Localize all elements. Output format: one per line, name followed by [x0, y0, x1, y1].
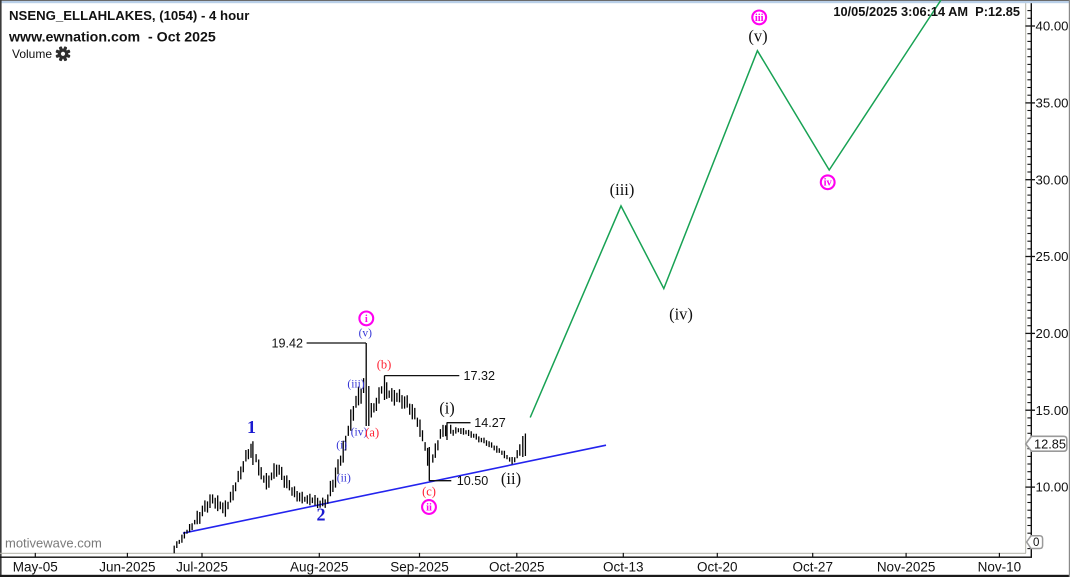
- svg-text:(b): (b): [377, 357, 392, 371]
- svg-text:19.42: 19.42: [271, 336, 303, 350]
- svg-text:Oct-13: Oct-13: [603, 560, 644, 575]
- svg-text:(i): (i): [439, 399, 455, 418]
- svg-text:Jun-2025: Jun-2025: [99, 560, 155, 575]
- svg-text:25.00: 25.00: [1036, 249, 1069, 264]
- svg-text:2: 2: [317, 505, 326, 525]
- svg-text:12.85: 12.85: [1034, 436, 1066, 451]
- svg-text:(c): (c): [422, 484, 436, 498]
- svg-text:15.00: 15.00: [1036, 403, 1069, 418]
- svg-text:Nov-2025: Nov-2025: [877, 560, 936, 575]
- svg-text:Nov-10: Nov-10: [978, 560, 1022, 575]
- svg-text:(iii): (iii): [610, 180, 635, 199]
- svg-text:(ii): (ii): [337, 473, 351, 485]
- svg-text:motivewave.com: motivewave.com: [5, 536, 102, 551]
- svg-text:(i): (i): [336, 440, 347, 452]
- svg-text:Sep-2025: Sep-2025: [390, 560, 449, 575]
- svg-text:(v): (v): [359, 328, 373, 340]
- svg-text:Oct-2025: Oct-2025: [489, 560, 545, 575]
- svg-text:1: 1: [247, 417, 256, 437]
- svg-text:17.32: 17.32: [464, 369, 496, 383]
- svg-text:10/05/2025 3:06:14 AM P:12.85: 10/05/2025 3:06:14 AM P:12.85: [833, 4, 1020, 19]
- svg-text:NSENG_ELLAHLAKES, (1054) - 4 h: NSENG_ELLAHLAKES, (1054) - 4 hour: [9, 8, 249, 23]
- svg-text:Jul-2025: Jul-2025: [176, 560, 228, 575]
- svg-text:Oct-27: Oct-27: [792, 560, 833, 575]
- svg-text:20.00: 20.00: [1036, 326, 1069, 341]
- svg-text:10.50: 10.50: [457, 474, 489, 488]
- svg-text:Aug-2025: Aug-2025: [290, 560, 349, 575]
- svg-text:10.00: 10.00: [1036, 480, 1069, 495]
- svg-text:i: i: [365, 314, 368, 325]
- svg-text:0: 0: [1033, 537, 1039, 549]
- svg-text:(iii): (iii): [347, 379, 364, 391]
- svg-text:May-05: May-05: [13, 560, 58, 575]
- svg-text:14.27: 14.27: [474, 416, 506, 430]
- svg-text:(a): (a): [365, 425, 379, 439]
- svg-text:30.00: 30.00: [1036, 172, 1069, 187]
- svg-text:iii: iii: [755, 13, 764, 24]
- svg-text:iv: iv: [824, 178, 833, 189]
- svg-text:35.00: 35.00: [1036, 96, 1069, 111]
- svg-text:40.00: 40.00: [1036, 19, 1069, 34]
- svg-text:(iv): (iv): [351, 427, 368, 439]
- svg-text:(ii): (ii): [501, 469, 521, 488]
- svg-text:ii: ii: [426, 502, 432, 513]
- svg-text:Volume: Volume: [12, 47, 52, 61]
- svg-text:(iv): (iv): [669, 305, 693, 324]
- svg-text:Oct-20: Oct-20: [697, 560, 738, 575]
- svg-text:(v): (v): [748, 27, 767, 46]
- svg-text:www.ewnation.com - Oct 2025: www.ewnation.com - Oct 2025: [8, 29, 216, 45]
